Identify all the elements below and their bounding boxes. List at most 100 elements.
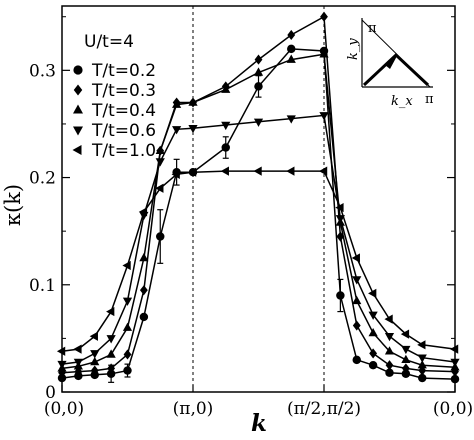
data-point [139,285,148,296]
data-point [122,260,131,271]
inset-kx-label: k_x [391,94,413,109]
data-point [318,166,328,176]
data-point [368,288,377,298]
legend-label: T/t=0.4 [91,101,156,121]
data-point [123,349,132,360]
series-line [61,15,456,374]
series-t-t-0-6 [57,112,460,370]
data-point [221,143,230,152]
y-axis-label: κ(k) [1,184,25,226]
data-point [336,291,345,300]
data-point [385,368,394,377]
x-axis-label: k [251,410,267,437]
data-point [286,166,295,176]
data-point [187,167,197,177]
data-point [221,84,231,93]
legend-marker [73,126,83,136]
data-point [418,365,427,376]
axes [61,5,456,393]
legend-label: T/t=0.6 [91,121,156,141]
data-point [384,333,395,342]
data-point [352,355,361,365]
y-tick-label: 0.1 [29,276,56,296]
legend-marker [72,145,82,155]
x-tick-label: (0,0) [44,399,84,419]
inset-path-arrow-head [385,56,397,69]
legend-label: T/t=0.3 [91,81,156,101]
data-point [106,335,116,344]
data-point [401,354,411,364]
data-point [417,360,427,369]
x-tick-label: (π,0) [173,399,214,419]
y-tick-label: 0 [45,383,56,403]
data-point [418,373,427,383]
legend-label: T/t=1.0 [91,141,156,161]
series-line [61,170,456,353]
data-point [122,322,133,331]
inset-y-tick-pi: π [368,21,377,36]
inset-path-triangle [362,52,430,87]
data-point [155,158,165,167]
data-point [335,215,345,224]
legend-marker [73,104,83,114]
data-point [385,360,394,371]
data-point [254,82,263,91]
y-tick-label: 0.2 [29,169,56,189]
data-point [155,183,164,193]
data-point [106,306,115,317]
data-point [319,112,329,121]
data-point [138,207,148,217]
dashed-guide-lines [192,6,325,392]
legend-marker [73,84,83,96]
inset-ky-label: k_y [346,38,361,60]
data-point [155,145,165,154]
data-point [253,67,264,76]
plot-frame [61,5,456,393]
data-point [401,363,410,374]
data-point [368,327,378,337]
data-point [286,115,296,124]
data-point [384,346,395,355]
data-point [90,356,100,366]
series-line [61,53,456,370]
data-point [172,99,182,108]
data-point [369,348,378,359]
data-point [172,126,182,135]
legend-marker [73,65,83,75]
data-point [253,118,264,127]
data-point [221,121,231,131]
data-point [220,166,229,176]
data-point [56,346,66,356]
data-point [319,49,329,58]
data-point [171,169,180,179]
data-point [156,232,165,241]
data-point [352,320,361,331]
data-point [417,340,426,350]
data-point [90,350,100,359]
data-point [188,125,198,134]
data-point [352,295,362,305]
data-point [352,276,362,285]
data-point [89,331,98,341]
data-point [139,312,149,322]
data-point [401,345,411,355]
data-point [287,44,296,54]
data-point [320,11,328,22]
data-point [73,344,82,354]
data-point [449,344,459,354]
data-point [73,358,83,368]
data-point [287,29,296,41]
legend: T/t=0.2T/t=0.3T/t=0.4T/t=0.6T/t=1.0 [72,61,156,161]
data-point [107,363,116,374]
data-point [417,354,427,363]
data-point [351,253,360,263]
data-point [90,365,99,376]
parameter-annotation: U/t=4 [84,32,134,52]
y-tick-label: 0.3 [29,61,56,81]
series-t-t-1-0 [56,166,459,356]
data-point [254,54,263,65]
data-point [106,369,116,379]
ticks-layer: 0 0.1 0.2 0.3 (0,0) (π,0) (π/2,π/2) (0,0) [29,16,473,419]
inset-x-tick-pi: π [425,92,434,107]
